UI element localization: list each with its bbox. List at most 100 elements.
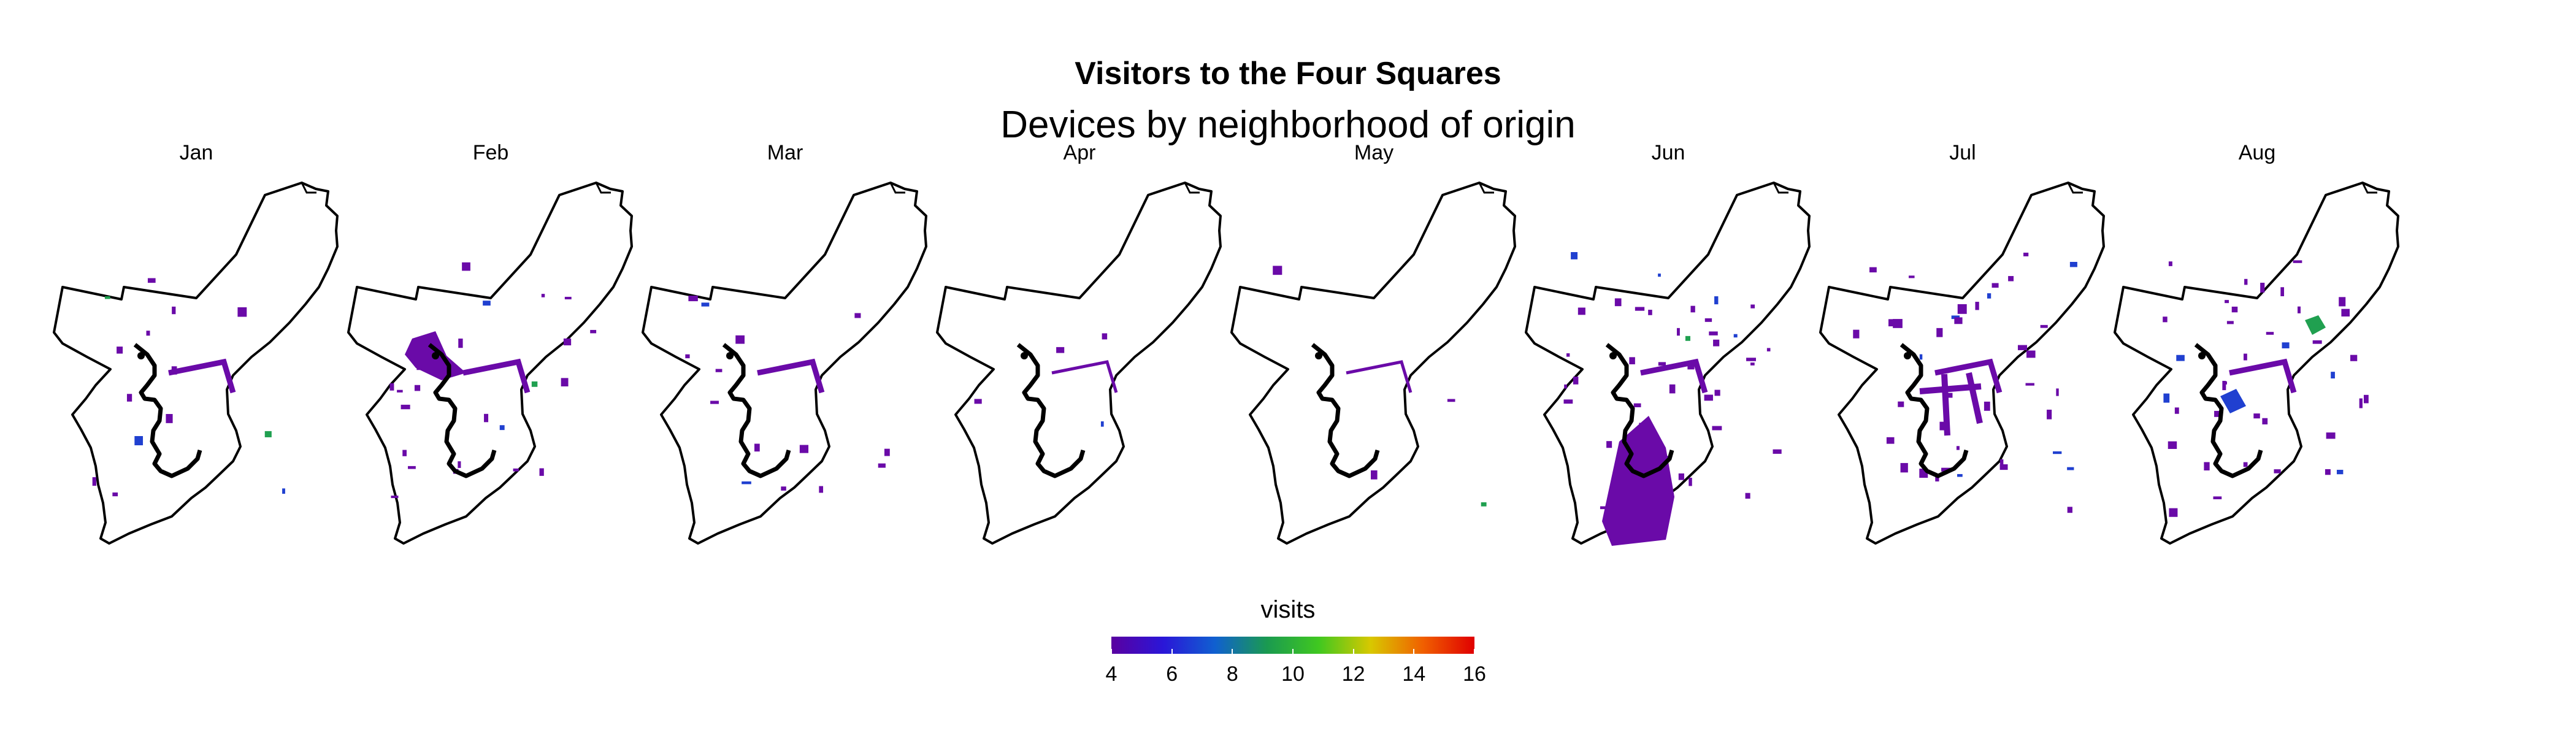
schuylkill-river xyxy=(1899,343,1969,478)
origin-district xyxy=(458,339,463,348)
origin-district xyxy=(2262,418,2268,424)
city-map xyxy=(936,182,1222,545)
origin-district xyxy=(541,294,545,297)
origin-district xyxy=(1709,331,1718,335)
origin-district xyxy=(172,306,176,315)
origin-district xyxy=(2053,451,2062,454)
schuylkill-river xyxy=(722,343,791,478)
origin-district xyxy=(92,477,96,486)
panel-label: Mar xyxy=(767,141,803,164)
origin-district xyxy=(2168,441,2177,449)
origin-district xyxy=(484,413,489,423)
origin-district xyxy=(1908,275,1915,278)
origin-district xyxy=(389,383,394,391)
panel-label: Jun xyxy=(1651,141,1685,164)
origin-district xyxy=(2069,261,2077,267)
origin-district xyxy=(1975,302,1979,310)
origin-district xyxy=(2325,469,2331,475)
origin-district xyxy=(1635,307,1645,311)
origin-district xyxy=(1571,252,1578,259)
origin-district xyxy=(1888,319,1894,327)
colorbar-tick-mark xyxy=(1352,649,1354,654)
origin-district xyxy=(1704,318,1712,322)
origin-district xyxy=(1573,377,1579,385)
origin-district xyxy=(1733,334,1738,338)
landmark-dot xyxy=(2198,352,2206,359)
origin-district xyxy=(1678,473,1684,480)
origin-district xyxy=(2017,345,2028,350)
origin-district xyxy=(1954,317,1963,324)
origin-district xyxy=(1658,274,1661,277)
landmark-dot xyxy=(1315,352,1322,359)
origin-district xyxy=(564,296,572,300)
origin-district-high xyxy=(2305,315,2326,335)
origin-district xyxy=(2174,407,2179,414)
origin-district xyxy=(126,394,132,402)
origin-district xyxy=(2244,278,2248,285)
origin-district xyxy=(1100,421,1104,427)
boundary-detail xyxy=(2067,182,2083,194)
origin-district xyxy=(781,486,786,491)
origin-district xyxy=(1056,347,1065,353)
origin-district xyxy=(2226,321,2234,324)
origin-district xyxy=(715,369,723,372)
origin-district xyxy=(1669,384,1676,394)
origin-district xyxy=(1713,339,1720,347)
origin-district xyxy=(1886,437,1895,444)
schuylkill-river xyxy=(1016,343,1086,478)
city-boundary xyxy=(1819,182,2105,545)
origin-district xyxy=(563,338,572,346)
map-panel-aug: Aug xyxy=(2110,141,2404,583)
origin-district xyxy=(1893,319,1903,328)
origin-district xyxy=(1991,283,1999,288)
origin-district xyxy=(1766,348,1771,351)
colorbar-tick-label: 6 xyxy=(1166,662,1178,686)
origin-district xyxy=(1999,459,2004,467)
schuylkill-river xyxy=(427,343,497,478)
origin-district xyxy=(147,278,156,283)
boundary-detail xyxy=(301,182,316,194)
colorbar-tick-mark xyxy=(1171,649,1173,654)
origin-district xyxy=(1447,399,1455,402)
origin-district xyxy=(499,425,505,431)
origin-district xyxy=(1750,304,1755,309)
origin-district xyxy=(282,488,285,494)
colorbar-tick-mark xyxy=(1232,649,1233,654)
origin-district xyxy=(2026,350,2036,358)
colorbar-tick-label: 8 xyxy=(1226,662,1238,686)
origin-district xyxy=(2326,432,2336,439)
origin-district xyxy=(884,448,890,456)
origin-district xyxy=(742,481,751,485)
city-map xyxy=(2114,182,2399,545)
origin-district xyxy=(2350,355,2358,361)
origin-district xyxy=(974,399,982,404)
center-city-corridor xyxy=(462,358,531,394)
map-subtitle: Devices by neighborhood of origin xyxy=(1000,104,1576,146)
map-panel-jan: Jan xyxy=(49,141,343,583)
origin-district xyxy=(414,385,421,391)
origin-district xyxy=(701,302,710,307)
map-panel-jun: Jun xyxy=(1521,141,1815,583)
origin-district xyxy=(799,445,809,453)
colorbar-tick-mark xyxy=(1292,649,1294,654)
origin-district xyxy=(2023,252,2029,256)
origin-district xyxy=(1987,293,1991,299)
origin-district xyxy=(2176,355,2185,361)
colorbar-tick-mark xyxy=(1474,649,1475,654)
colorbar-tick-mark xyxy=(1413,649,1415,654)
origin-district xyxy=(2282,342,2290,348)
origin-district xyxy=(2331,372,2335,379)
origin-district xyxy=(1566,353,1570,357)
origin-district xyxy=(1633,403,1641,407)
origin-district xyxy=(2293,260,2302,263)
origin-district-cluster xyxy=(1919,372,1983,436)
origin-district xyxy=(2067,507,2072,513)
origin-district xyxy=(146,331,150,336)
city-boundary xyxy=(53,182,339,545)
landmark-dot xyxy=(726,352,734,359)
origin-district xyxy=(754,443,760,452)
schuylkill-river xyxy=(1605,343,1674,478)
origin-district xyxy=(2169,508,2178,517)
origin-district xyxy=(1685,335,1690,341)
origin-district xyxy=(2225,300,2229,304)
